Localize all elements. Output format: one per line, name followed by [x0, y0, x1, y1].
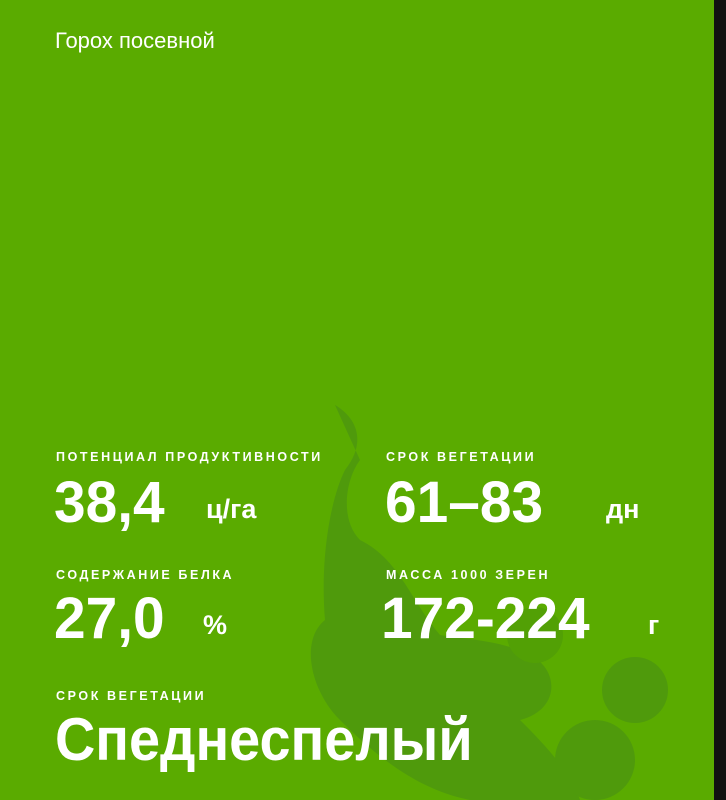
maturity-label: СРОК ВЕГЕТАЦИИ — [56, 689, 207, 703]
stat-value-mass: 172-224 — [381, 586, 590, 651]
stat-value-protein: 27,0 — [54, 586, 165, 651]
stat-unit-mass: г — [648, 610, 660, 640]
stat-unit-protein: % — [203, 610, 228, 640]
stat-label-productivity: ПОТЕНЦИАЛ ПРОДУКТИВНОСТИ — [56, 450, 323, 464]
maturity-value: Спеднеспелый — [55, 706, 473, 773]
stat-unit-vegetation: дн — [606, 494, 640, 524]
stat-value-vegetation: 61–83 — [385, 470, 544, 535]
stat-label-mass: МАССА 1000 ЗЕРЕН — [386, 568, 551, 582]
stat-value-productivity: 38,4 — [54, 470, 165, 535]
stat-label-vegetation: СРОК ВЕГЕТАЦИИ — [386, 450, 537, 464]
stat-label-protein: СОДЕРЖАНИЕ БЕЛКА — [56, 568, 235, 582]
crop-title: Горох посевной — [55, 28, 215, 53]
stat-unit-productivity: ц/га — [206, 494, 257, 524]
